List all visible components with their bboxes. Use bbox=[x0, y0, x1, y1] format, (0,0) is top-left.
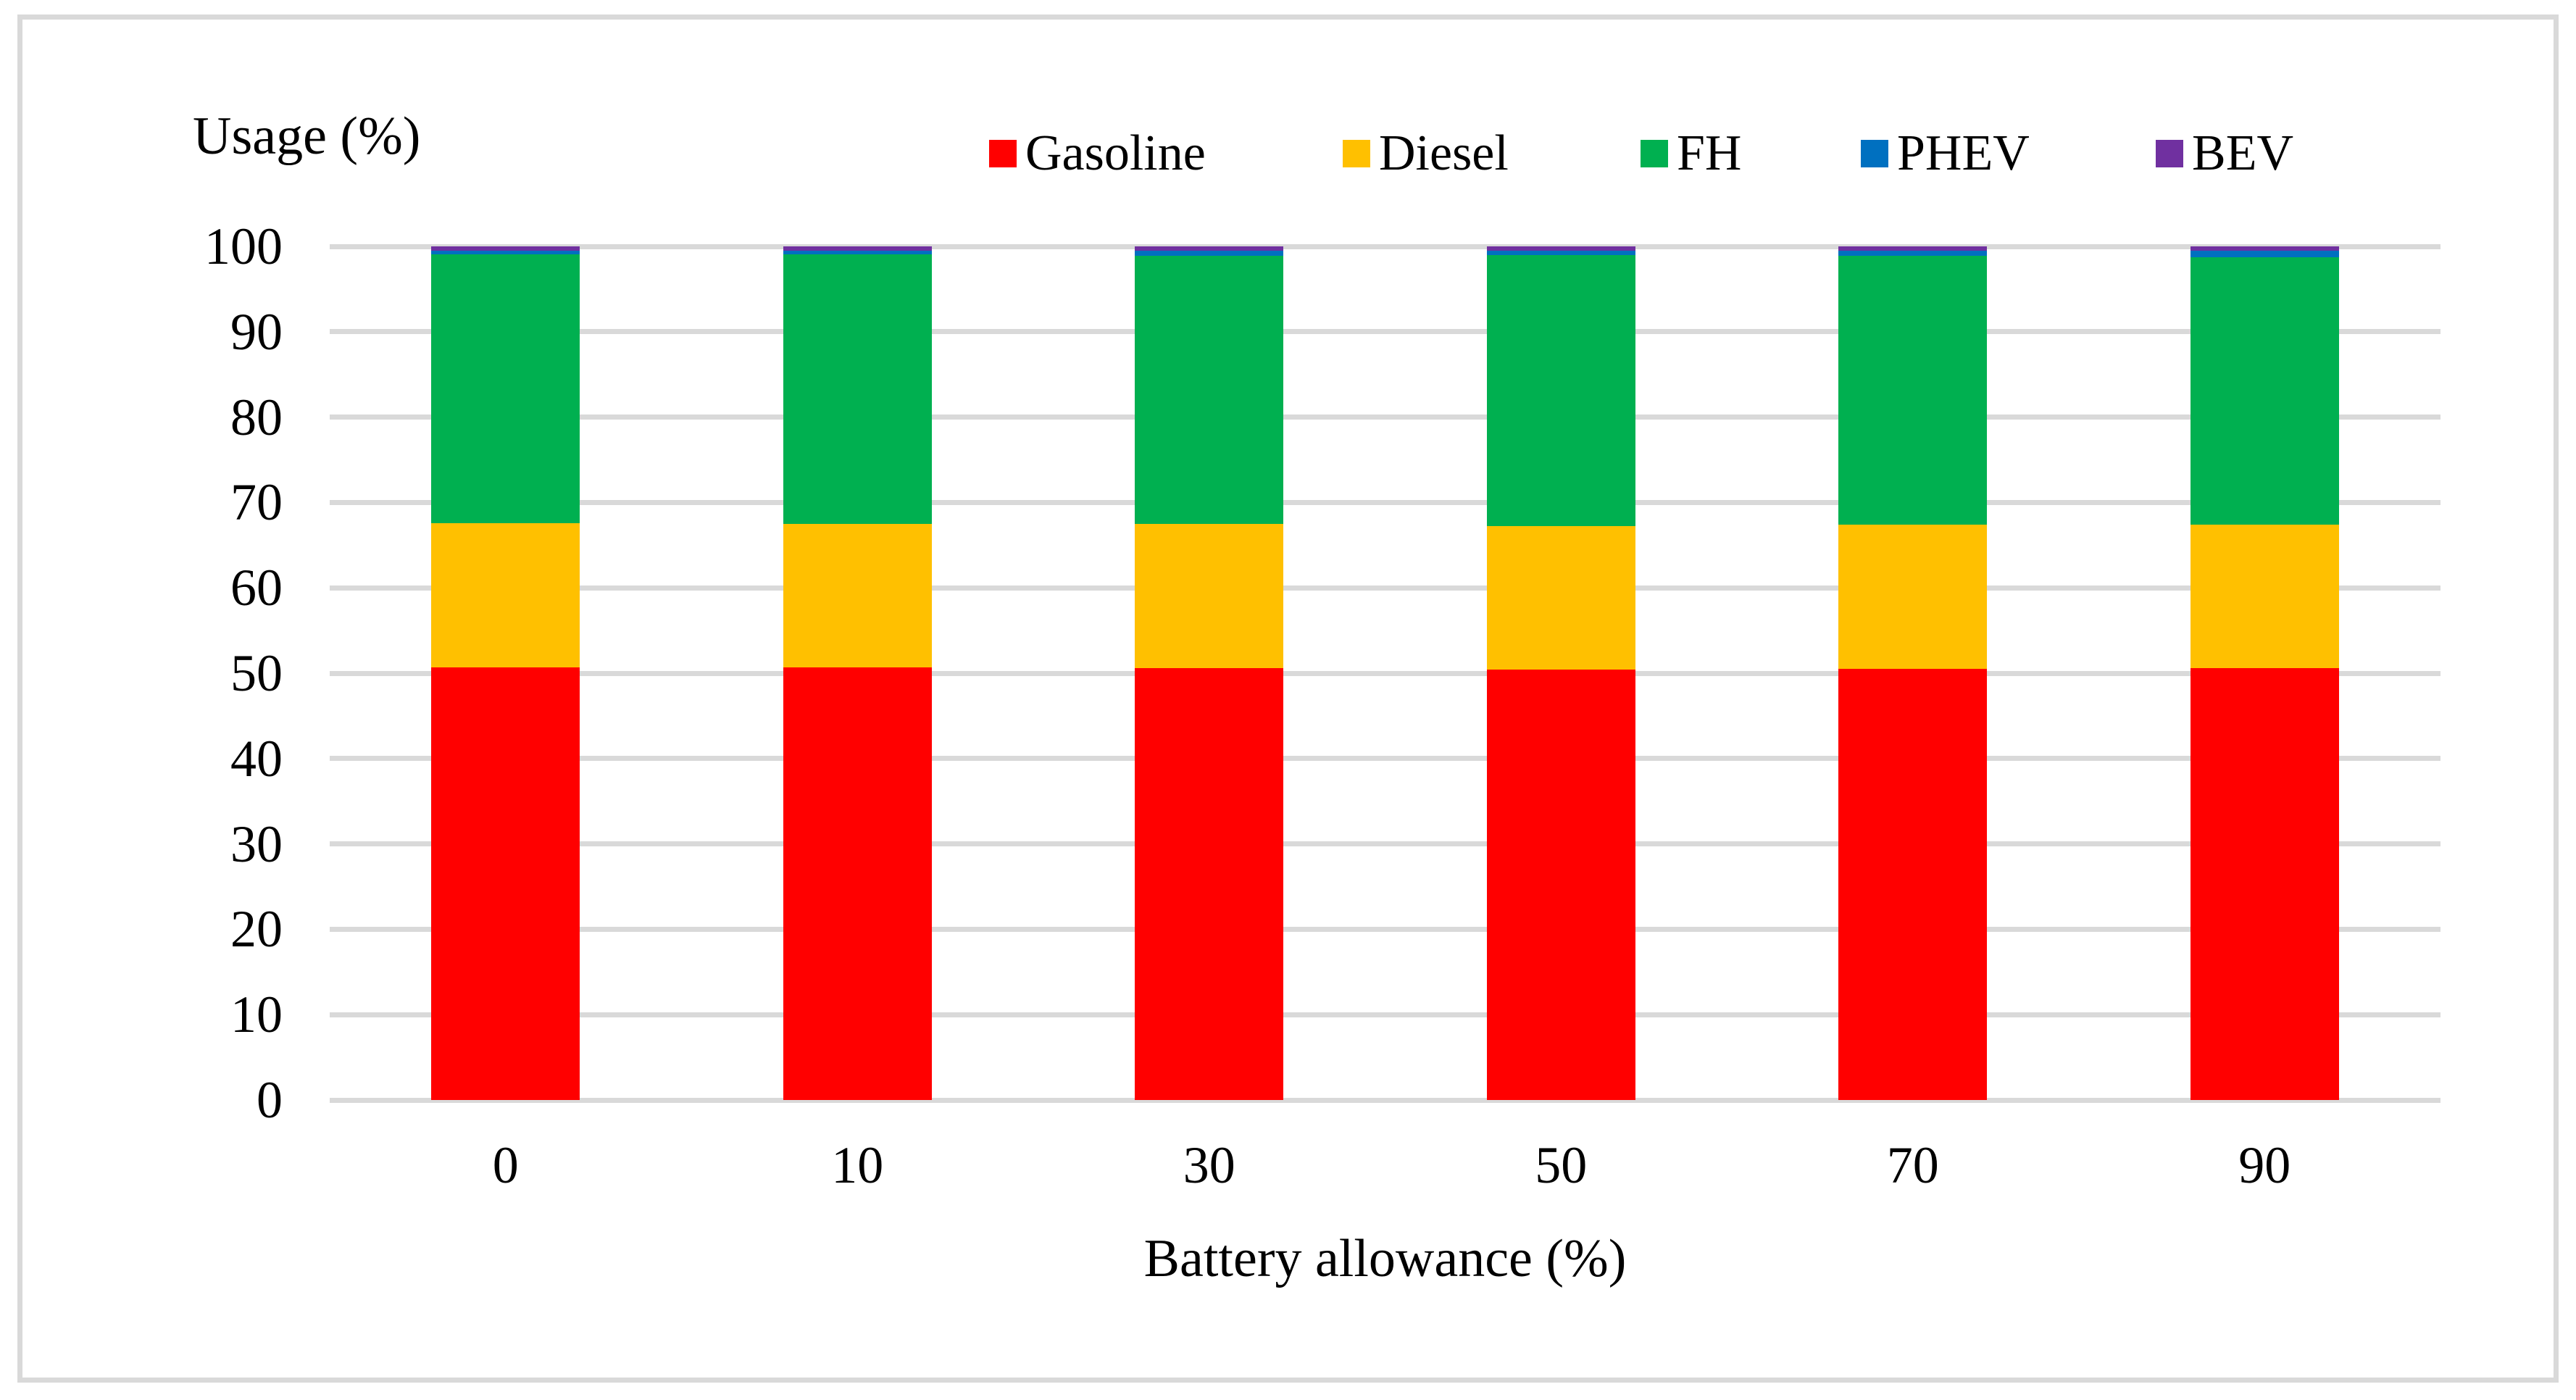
y-tick-label: 60 bbox=[230, 559, 283, 617]
bev-segment bbox=[1486, 246, 1635, 251]
legend-item-fh: FH bbox=[1641, 125, 1741, 183]
fh-segment bbox=[1486, 254, 1635, 527]
diesel-segment bbox=[1486, 526, 1635, 670]
x-axis-title: Battery allowance (%) bbox=[1143, 1229, 1627, 1288]
bev-segment bbox=[1838, 246, 1988, 251]
x-tick-label: 30 bbox=[1183, 1136, 1235, 1194]
gasoline-segment bbox=[1135, 667, 1284, 1100]
legend-label: Gasoline bbox=[1025, 125, 1206, 181]
x-tick-label: 0 bbox=[492, 1136, 519, 1194]
bev-segment bbox=[783, 246, 932, 251]
gridline bbox=[330, 670, 2440, 676]
phev-segment bbox=[1838, 250, 1988, 256]
fh-segment bbox=[783, 254, 932, 524]
legend-label: BEV bbox=[2192, 125, 2293, 181]
gasoline-segment bbox=[783, 667, 932, 1100]
y-axis-title: Usage (%) bbox=[193, 107, 421, 166]
gridline bbox=[330, 329, 2440, 335]
bev-segment bbox=[1135, 246, 1284, 251]
legend-item-bev: BEV bbox=[2156, 125, 2293, 183]
phev-segment bbox=[431, 250, 580, 254]
bev-swatch-icon bbox=[2156, 140, 2183, 167]
x-tick-label: 50 bbox=[1535, 1136, 1588, 1194]
x-axis-tick-labels: 0 10 30 50 70 90 bbox=[330, 1139, 2440, 1204]
diesel-swatch-icon bbox=[1343, 140, 1370, 167]
plot-area bbox=[330, 243, 2440, 1103]
phev-segment bbox=[2190, 250, 2339, 258]
y-tick-label: 50 bbox=[230, 644, 283, 702]
gridline bbox=[330, 243, 2440, 249]
gridline bbox=[330, 499, 2440, 505]
gridline bbox=[330, 1097, 2440, 1103]
legend-label: Diesel bbox=[1379, 125, 1509, 181]
gridline bbox=[330, 926, 2440, 932]
diesel-segment bbox=[783, 523, 932, 667]
gasoline-segment bbox=[2190, 667, 2339, 1100]
gasoline-segment bbox=[431, 667, 580, 1100]
y-axis-tick-labels: 0 10 20 30 40 50 60 70 80 90 100 bbox=[87, 220, 283, 1126]
y-tick-label: 100 bbox=[204, 217, 283, 275]
x-tick-label: 70 bbox=[1886, 1136, 1939, 1194]
phev-segment bbox=[1135, 250, 1284, 256]
diesel-segment bbox=[431, 522, 580, 667]
diesel-segment bbox=[1135, 523, 1284, 668]
fh-swatch-icon bbox=[1641, 140, 1668, 167]
bev-segment bbox=[431, 246, 580, 251]
y-tick-label: 0 bbox=[257, 1071, 283, 1129]
legend-item-phev: PHEV bbox=[1861, 125, 2030, 183]
fh-segment bbox=[2190, 257, 2339, 525]
gridline bbox=[330, 414, 2440, 420]
x-tick-label: 90 bbox=[2238, 1136, 2291, 1194]
gridline bbox=[330, 1012, 2440, 1017]
stacked-bar bbox=[1135, 246, 1284, 1100]
gridline bbox=[330, 756, 2440, 762]
gasoline-swatch-icon bbox=[989, 140, 1017, 167]
legend-item-gasoline: Gasoline bbox=[989, 125, 1206, 183]
gridline bbox=[330, 585, 2440, 591]
diesel-segment bbox=[1838, 525, 1988, 670]
fh-segment bbox=[1838, 255, 1988, 525]
y-tick-label: 40 bbox=[230, 729, 283, 788]
gasoline-segment bbox=[1838, 669, 1988, 1100]
stacked-bar bbox=[1838, 246, 1988, 1100]
phev-segment bbox=[783, 250, 932, 254]
diesel-segment bbox=[2190, 525, 2339, 668]
fh-segment bbox=[1135, 255, 1284, 524]
phev-swatch-icon bbox=[1861, 140, 1888, 167]
gridline bbox=[330, 841, 2440, 847]
stacked-bar bbox=[431, 246, 580, 1100]
legend-item-diesel: Diesel bbox=[1343, 125, 1509, 183]
y-tick-label: 70 bbox=[230, 473, 283, 532]
fh-segment bbox=[431, 254, 580, 523]
y-tick-label: 90 bbox=[230, 302, 283, 361]
y-tick-label: 80 bbox=[230, 388, 283, 446]
legend-label: PHEV bbox=[1897, 125, 2030, 181]
legend-label: FH bbox=[1677, 125, 1742, 181]
phev-segment bbox=[1486, 250, 1635, 255]
stacked-bar bbox=[2190, 246, 2339, 1100]
stacked-bar bbox=[783, 246, 932, 1100]
x-tick-label: 10 bbox=[831, 1136, 884, 1194]
y-tick-label: 10 bbox=[230, 986, 283, 1044]
bev-segment bbox=[2190, 246, 2339, 251]
y-tick-label: 30 bbox=[230, 814, 283, 873]
legend: Gasoline Diesel FH PHEV BEV bbox=[0, 0, 2576, 217]
y-tick-label: 20 bbox=[230, 900, 283, 959]
gasoline-segment bbox=[1486, 670, 1635, 1100]
stacked-bar bbox=[1486, 246, 1635, 1100]
